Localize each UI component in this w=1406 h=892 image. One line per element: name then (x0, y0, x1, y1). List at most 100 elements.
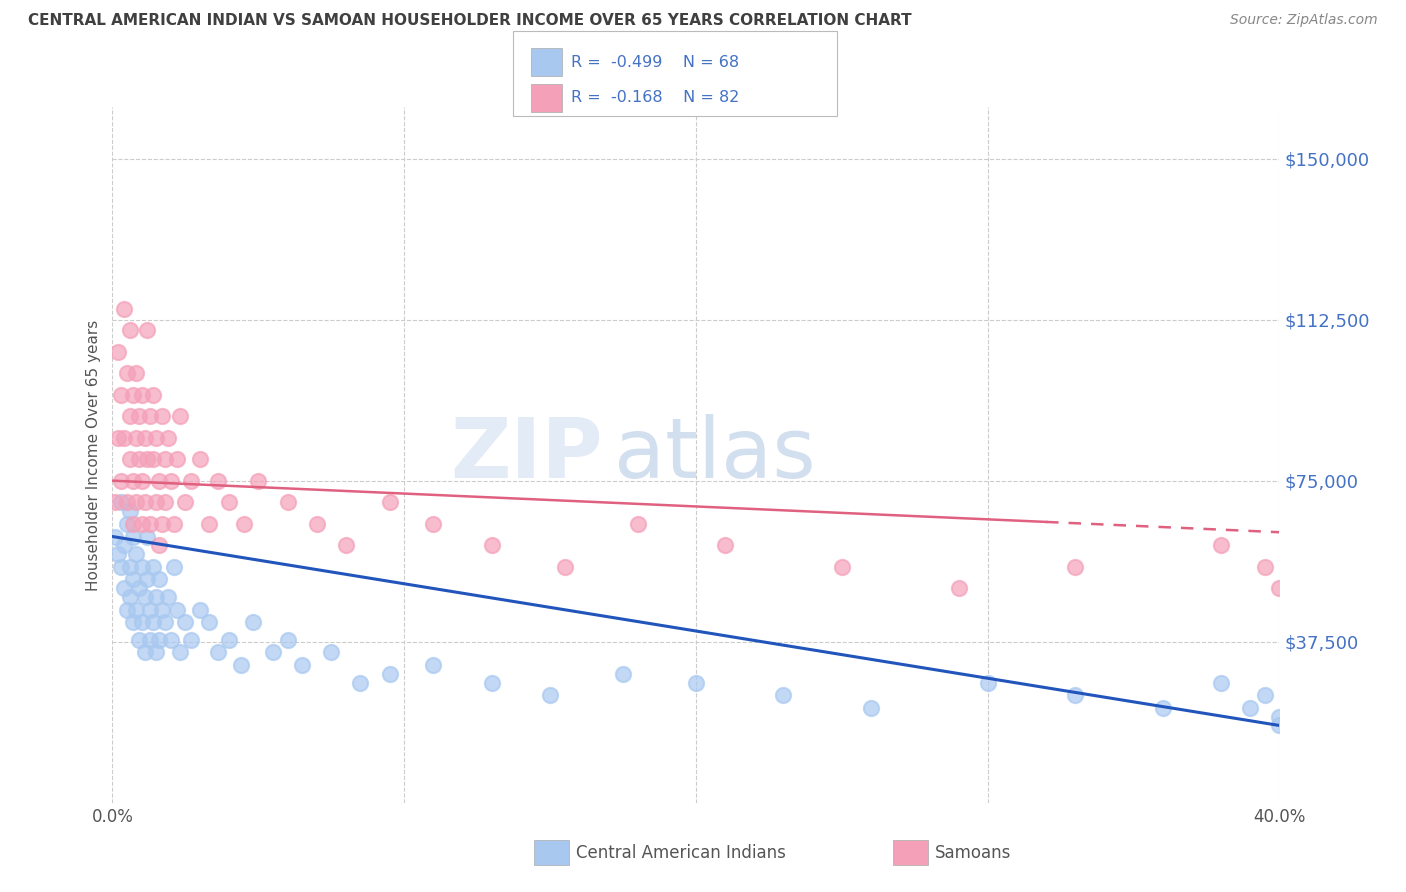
Point (831, 559, 853, 574)
Point (128, 452, 150, 467)
Point (122, 388, 145, 402)
Point (136, 323, 159, 337)
Point (122, 573, 145, 587)
Point (139, 632, 162, 647)
Point (291, 658, 314, 673)
Point (150, 516, 173, 531)
Point (145, 590, 167, 604)
Text: atlas: atlas (614, 415, 815, 495)
Point (349, 675, 371, 690)
Text: ZIP: ZIP (450, 415, 603, 495)
Point (321, 645, 343, 659)
Point (1268, 718, 1291, 732)
Point (1239, 701, 1261, 715)
Point (160, 474, 183, 488)
Text: Central American Indians: Central American Indians (576, 844, 786, 862)
Point (110, 388, 132, 402)
Point (232, 516, 254, 531)
Point (112, 538, 135, 552)
Point (481, 538, 503, 552)
Point (218, 632, 240, 647)
Point (1268, 710, 1291, 724)
Point (134, 645, 156, 659)
Point (174, 615, 197, 630)
Point (153, 452, 176, 467)
Point (145, 495, 167, 509)
Y-axis label: Householder Income Over 65 years: Householder Income Over 65 years (86, 319, 101, 591)
Point (134, 431, 156, 445)
Point (1298, 602, 1320, 616)
Point (145, 645, 167, 659)
Point (118, 590, 141, 604)
Point (125, 367, 148, 381)
Point (148, 573, 170, 587)
Point (134, 590, 156, 604)
Point (128, 581, 150, 595)
Point (554, 559, 576, 574)
Point (1209, 675, 1232, 690)
Point (104, 495, 127, 509)
Point (107, 547, 129, 561)
Point (1152, 701, 1174, 715)
Point (180, 474, 202, 488)
Point (148, 538, 170, 552)
Text: R =  -0.499    N = 68: R = -0.499 N = 68 (571, 54, 740, 70)
Point (153, 495, 176, 509)
Point (188, 602, 211, 616)
Point (128, 409, 150, 424)
Point (169, 645, 191, 659)
Point (131, 615, 153, 630)
Point (197, 516, 219, 531)
Point (125, 495, 148, 509)
Point (1385, 602, 1406, 616)
Point (122, 474, 145, 488)
Point (276, 632, 298, 647)
Point (1064, 559, 1087, 574)
Point (142, 559, 165, 574)
Text: R =  -0.168    N = 82: R = -0.168 N = 82 (571, 90, 740, 105)
Point (1254, 559, 1277, 574)
Point (136, 573, 159, 587)
Point (1355, 581, 1378, 595)
Point (122, 529, 145, 543)
Point (714, 538, 737, 552)
Point (207, 645, 229, 659)
Point (148, 632, 170, 647)
Point (305, 516, 328, 531)
Point (128, 632, 150, 647)
Point (229, 658, 252, 673)
Point (481, 675, 503, 690)
Point (174, 495, 197, 509)
Point (1326, 559, 1348, 574)
Text: Samoans: Samoans (935, 844, 1011, 862)
Point (378, 667, 401, 681)
Point (1209, 538, 1232, 552)
Point (153, 615, 176, 630)
Point (169, 409, 191, 424)
Point (1064, 689, 1087, 703)
Point (163, 559, 186, 574)
Point (859, 701, 883, 715)
Point (150, 602, 173, 616)
Point (125, 431, 148, 445)
Point (131, 559, 153, 574)
Point (166, 452, 188, 467)
Point (156, 590, 179, 604)
Point (134, 495, 156, 509)
Point (242, 615, 264, 630)
Point (112, 301, 135, 316)
Point (276, 495, 298, 509)
Point (262, 645, 284, 659)
Point (118, 504, 141, 518)
Point (139, 409, 162, 424)
Point (118, 559, 141, 574)
Point (115, 495, 138, 509)
Point (538, 689, 561, 703)
Point (1254, 689, 1277, 703)
Point (188, 452, 211, 467)
Point (115, 367, 138, 381)
Point (422, 516, 444, 531)
Point (378, 495, 401, 509)
Point (125, 602, 148, 616)
Point (131, 516, 153, 531)
